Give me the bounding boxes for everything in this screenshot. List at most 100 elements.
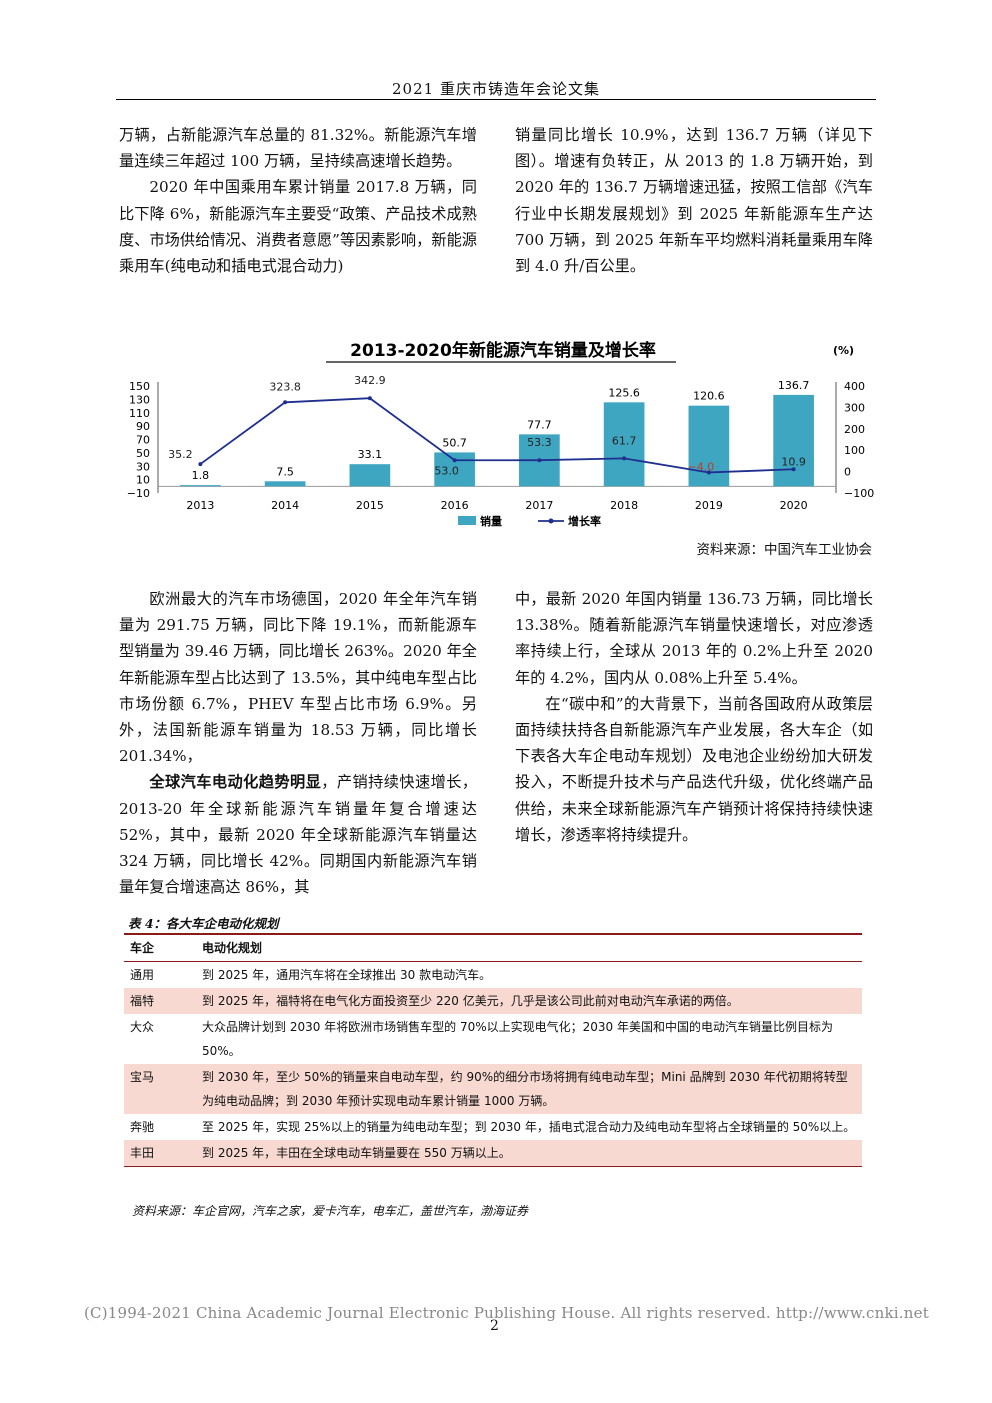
left-column-mid: 欧洲最大的汽车市场德国，2020 年全年汽车销量为 291.75 万辆，同比下降…	[119, 586, 477, 900]
growth-rate-point	[367, 396, 372, 401]
growth-rate-point	[706, 470, 711, 475]
growth-rate-label: 10.9	[781, 455, 806, 468]
right-tick-label: −100	[844, 487, 874, 500]
x-tick-label: 2014	[271, 499, 299, 512]
growth-rate-label: 323.8	[269, 380, 301, 393]
plan-cell: 到 2030 年，至少 50%的销量来自电动车型，约 90%的细分市场将拥有纯电…	[196, 1064, 862, 1114]
table-source: 资料来源：车企官网，汽车之家，爱卡汽车，电车汇，盖世汽车，渤海证券	[132, 1204, 529, 1218]
bar-value-label: 136.7	[778, 379, 810, 392]
table-row: 大众 大众品牌计划到 2030 年将欧洲市场销售车型的 70%以上实现电气化；2…	[124, 1014, 862, 1064]
sales-bar	[180, 485, 221, 487]
paragraph: 万辆，占新能源汽车总量的 81.32%。新能源汽车增量连续三年超过 100 万辆…	[119, 126, 477, 171]
x-tick-label: 2015	[356, 499, 384, 512]
right-tick-label: 300	[844, 401, 865, 414]
table-row: 福特 到 2025 年，福特将在电气化方面投资至少 220 亿美元，几乎是该公司…	[124, 988, 862, 1014]
page-number: 2	[490, 1318, 499, 1334]
bar-value-label: 7.5	[276, 465, 294, 478]
header-cell: 电动化规划	[196, 933, 862, 962]
table-row: 丰田 到 2025 年，丰田在全球电动车销量要在 550 万辆以上。	[124, 1140, 862, 1167]
growth-rate-point	[791, 467, 796, 472]
growth-rate-label: 35.2	[168, 448, 193, 461]
table-row: 通用 到 2025 年，通用汽车将在全球推出 30 款电动汽车。	[124, 962, 862, 989]
growth-rate-label: 342.9	[354, 374, 386, 387]
right-tick-label: 400	[844, 380, 865, 393]
company-cell: 丰田	[124, 1140, 196, 1167]
sales-bar	[349, 464, 391, 487]
right-tick-label: 200	[844, 423, 865, 436]
growth-rate-label: −4.0	[688, 460, 715, 473]
ev-plan-table: 车企 电动化规划 通用 到 2025 年，通用汽车将在全球推出 30 款电动汽车…	[124, 933, 862, 1167]
company-cell: 奔驰	[130, 1120, 155, 1134]
right-unit-label: (%)	[833, 344, 854, 357]
paragraph: 销量同比增长 10.9%，达到 136.7 万辆（详见下图）。增速有负转正，从 …	[515, 126, 873, 276]
table-header-row: 车企 电动化规划	[124, 933, 862, 962]
bar-value-label: 50.7	[442, 436, 467, 449]
paragraph: 在“碳中和”的大背景下，当前各国政府从政策层面持续扶持各自新能源汽车产业发展，各…	[515, 694, 873, 844]
sales-bar	[603, 402, 645, 487]
bar-value-label: 77.7	[527, 418, 552, 431]
running-header: 2021 重庆市铸造年会论文集	[392, 80, 600, 98]
legend-swatch-sales	[458, 516, 476, 525]
paragraph: 2020 年中国乘用车累计销量 2017.8 万辆，同比下降 6%，新能源汽车主…	[119, 178, 477, 276]
sales-bar	[264, 481, 306, 487]
left-tick-label: 10	[136, 474, 150, 487]
left-tick-label: 30	[136, 460, 150, 473]
growth-rate-point	[537, 458, 542, 463]
x-tick-label: 2016	[441, 499, 469, 512]
bold-phrase: 全球汽车电动化趋势明显	[149, 773, 322, 792]
plan-cell: 至 2025 年，实现 25%以上的销量为纯电动车型；到 2030 年，插电式混…	[202, 1120, 856, 1134]
x-tick-label: 2020	[780, 499, 808, 512]
right-tick-label: 0	[844, 466, 851, 479]
left-tick-label: 50	[136, 447, 150, 460]
company-cell: 宝马	[124, 1064, 196, 1114]
sales-bar	[773, 394, 814, 487]
bar-value-label: 1.8	[192, 469, 210, 482]
table-row: 奔驰 至 2025 年，实现 25%以上的销量为纯电动车型；到 2030 年，插…	[124, 1114, 862, 1140]
company-cell: 大众	[130, 1020, 155, 1034]
paragraph: 全球汽车电动化趋势明显，产销持续快速增长，2013-20 年全球新能源汽车销量年…	[119, 769, 477, 900]
header-cell: 车企	[124, 933, 196, 962]
growth-rate-point	[452, 458, 457, 463]
bar-value-label: 125.6	[608, 386, 640, 399]
x-tick-label: 2018	[610, 499, 638, 512]
left-tick-label: 90	[136, 420, 150, 433]
x-tick-label: 2013	[186, 499, 214, 512]
table-caption: 表 4：各大车企电动化规划	[128, 916, 279, 931]
growth-rate-label: 53.3	[527, 436, 552, 449]
legend-label-sales: 销量	[480, 514, 502, 528]
company-cell: 福特	[124, 988, 196, 1014]
plan-cell: 大众品牌计划到 2030 年将欧洲市场销售车型的 70%以上实现电气化；2030…	[202, 1020, 834, 1058]
right-tick-label: 100	[844, 444, 865, 457]
plan-cell: 到 2025 年，丰田在全球电动车销量要在 550 万辆以上。	[196, 1140, 862, 1167]
copyright-footer: (C)1994-2021 China Academic Journal Elec…	[84, 1304, 929, 1322]
chart-title: 2013-2020年新能源汽车销量及增长率	[350, 340, 656, 361]
plan-cell: 到 2025 年，福特将在电气化方面投资至少 220 亿美元，几乎是该公司此前对…	[196, 988, 862, 1014]
header-rule	[116, 99, 876, 100]
paragraph: 中，最新 2020 年国内销量 136.73 万辆，同比增长 13.38%。随着…	[515, 590, 873, 687]
x-tick-label: 2017	[525, 499, 553, 512]
company-cell: 通用	[130, 968, 155, 982]
paragraph-text: ，产销持续快速增长，2013-20 年全球新能源汽车销量年复合增速达 52%，其…	[119, 773, 478, 897]
x-tick-label: 2019	[695, 499, 723, 512]
sales-growth-chart: 2013-2020年新能源汽车销量及增长率 (%) 15013011090705…	[127, 340, 874, 528]
growth-rate-label: 61.7	[612, 434, 637, 447]
growth-rate-point	[622, 456, 627, 461]
left-tick-label: 70	[136, 434, 150, 447]
growth-rate-line	[199, 397, 794, 474]
left-tick-label: 150	[129, 380, 150, 393]
growth-rate-point	[283, 400, 288, 405]
chart-source: 资料来源：中国汽车工业协会	[696, 542, 873, 558]
right-column-mid: 中，最新 2020 年国内销量 136.73 万辆，同比增长 13.38%。随着…	[515, 586, 873, 848]
left-column-top: 万辆，占新能源汽车总量的 81.32%。新能源汽车增量连续三年超过 100 万辆…	[119, 122, 477, 279]
plan-cell: 到 2025 年，通用汽车将在全球推出 30 款电动汽车。	[202, 968, 492, 982]
bar-value-label: 120.6	[693, 390, 725, 403]
growth-rate-point	[198, 462, 203, 467]
sales-bar	[434, 452, 475, 487]
bar-value-label: 33.1	[358, 448, 383, 461]
table-row: 宝马 到 2030 年，至少 50%的销量来自电动车型，约 90%的细分市场将拥…	[124, 1064, 862, 1114]
left-tick-label: 130	[129, 393, 150, 406]
legend-marker-rate	[548, 518, 554, 524]
paragraph: 欧洲最大的汽车市场德国，2020 年全年汽车销量为 291.75 万辆，同比下降…	[119, 590, 477, 766]
left-tick-label: −10	[127, 487, 150, 500]
legend-label-rate: 增长率	[568, 514, 601, 528]
